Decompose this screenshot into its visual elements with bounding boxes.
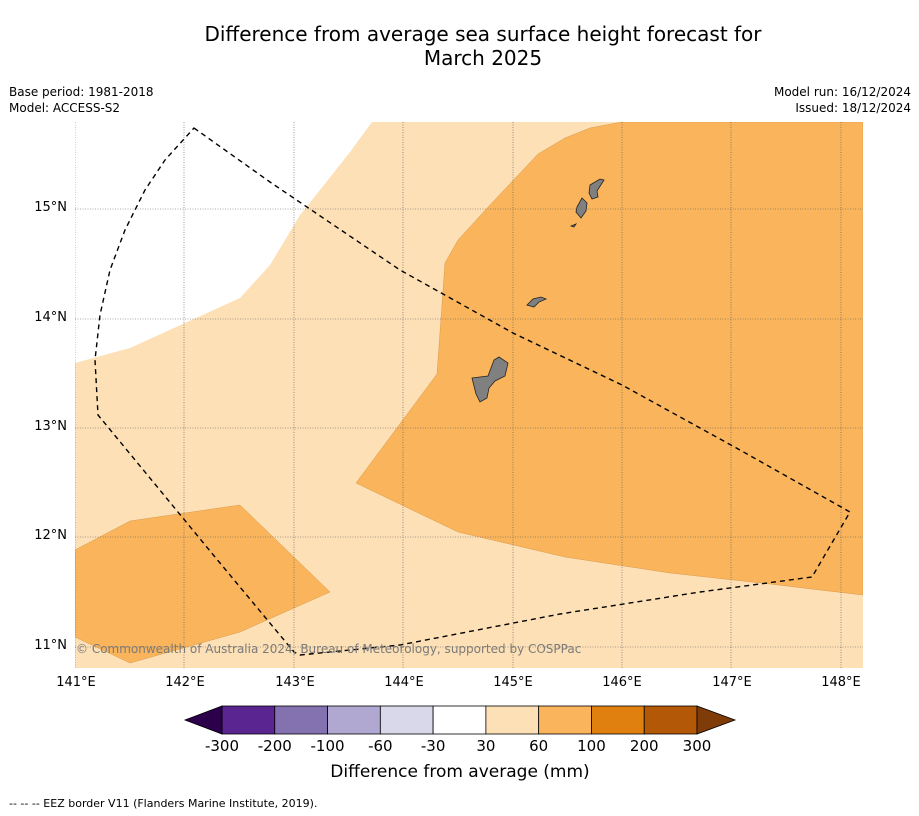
colorbar-tick-label: 200	[629, 737, 659, 755]
band-60-100-east-region	[355, 122, 863, 596]
colorbar-tick-label: 30	[476, 737, 496, 755]
island-rota	[526, 296, 548, 308]
colorbar-swatch	[643, 705, 698, 735]
colorbar-tick-label: -300	[204, 737, 240, 755]
lat-label-13: 13°N	[34, 419, 67, 434]
colorbar-swatch	[432, 705, 487, 735]
eez-legend-footnote: -- -- -- EEZ border V11 (Flanders Marine…	[9, 797, 318, 810]
colorbar-title: Difference from average (mm)	[330, 762, 590, 782]
lat-label-15: 15°N	[34, 200, 67, 215]
colorbar-tick-label: -30	[420, 737, 446, 755]
title-line-1: Difference from average sea surface heig…	[204, 22, 762, 46]
colorbar-tick-label: -60	[368, 737, 393, 755]
eez-border	[94, 127, 851, 656]
lon-label-143: 143°E	[275, 675, 315, 690]
colorbar-tick-label: 60	[529, 737, 549, 755]
islands	[471, 178, 605, 403]
model-text: Model: ACCESS-S2	[9, 101, 121, 115]
colorbar-swatch	[327, 705, 381, 735]
colorbar-tick-label: 100	[577, 737, 606, 755]
meta-right: Model run: 16/12/2024 Issued: 18/12/2024	[774, 84, 911, 116]
colorbar-tick-label: -200	[257, 737, 292, 755]
island-saipan	[588, 178, 605, 200]
title-line-2: March 2025	[423, 46, 543, 70]
colorbar-swatch	[591, 705, 645, 735]
grid-lines	[75, 122, 863, 668]
colorbar-tick-label: 300	[682, 737, 712, 755]
island-aguijan	[569, 223, 578, 228]
chart-title: Difference from average sea surface heig…	[120, 22, 846, 70]
band-neutral-region	[75, 122, 372, 363]
model-run-text: Model run: 16/12/2024	[773, 85, 911, 99]
colorbar-swatch	[485, 705, 540, 735]
lon-label-141: 141°E	[56, 675, 96, 690]
base-period-text: Base period: 1981-2018	[9, 85, 154, 99]
colorbar-swatch	[221, 705, 276, 735]
meta-left: Base period: 1981-2018 Model: ACCESS-S2	[9, 84, 154, 116]
copyright-text: © Commonwealth of Australia 2024, Bureau…	[76, 642, 582, 656]
island-tinian	[575, 197, 588, 219]
colorbar-swatch	[274, 705, 328, 735]
lon-label-147: 147°E	[712, 675, 752, 690]
issued-text: Issued: 18/12/2024	[795, 101, 911, 115]
colorbar-swatch	[538, 705, 592, 735]
lat-label-12: 12°N	[34, 528, 67, 543]
lon-label-148: 148°E	[821, 675, 861, 690]
lon-label-146: 146°E	[602, 675, 642, 690]
island-guam	[471, 356, 509, 403]
colorbar-extend-low	[183, 705, 223, 735]
colorbar-swatch	[379, 705, 434, 735]
colorbar-tick-label: -100	[310, 737, 345, 755]
lat-label-14: 14°N	[34, 310, 67, 325]
band-60-100-southwest-region	[75, 504, 331, 664]
lon-label-144: 144°E	[384, 675, 424, 690]
lon-label-142: 142°E	[165, 675, 205, 690]
lat-label-11: 11°N	[34, 638, 67, 653]
colorbar-extend-high	[696, 705, 737, 735]
lon-label-145: 145°E	[493, 675, 533, 690]
